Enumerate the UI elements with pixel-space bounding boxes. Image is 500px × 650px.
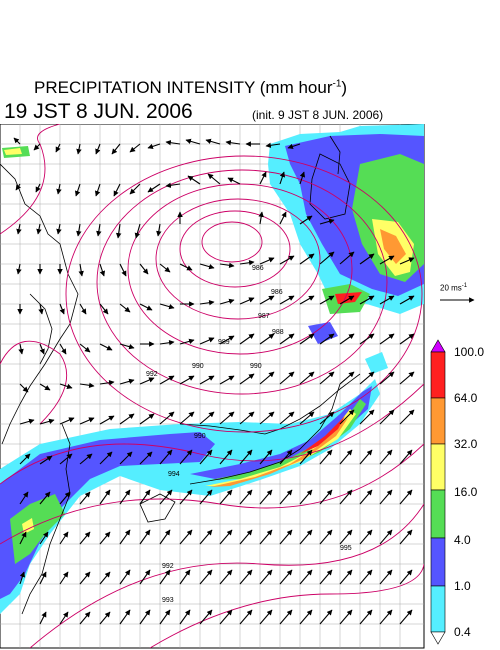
precip-patch-b — [365, 352, 388, 374]
coast-hokkaido — [309, 153, 351, 220]
isobar-label: 992 — [146, 371, 158, 378]
colorbar-label-100: 100.0 — [454, 345, 485, 359]
isobar-sw-1 — [0, 383, 424, 485]
precip-west-green — [18, 519, 42, 549]
isobar-label: 990 — [250, 363, 262, 370]
isobar-ring-6 — [65, 155, 423, 433]
isobar-nw-1 — [0, 124, 61, 235]
colorbar-arrow-top — [430, 339, 446, 353]
isobar-sw-3 — [29, 503, 424, 648]
precip-ne-orange — [380, 229, 406, 264]
isobar-label: 995 — [340, 545, 352, 552]
wind-reference-label: 20 ms-1 — [440, 283, 468, 293]
isobar-label: 993 — [162, 597, 174, 604]
isobar-ring-3 — [155, 198, 321, 320]
isobar-nw-2 — [0, 340, 68, 425]
coast-sakhalin — [329, 135, 341, 175]
colorbar-segment-100 — [430, 351, 446, 399]
isobar-ring-1 — [201, 221, 263, 263]
isobar-label: 990 — [192, 363, 204, 370]
isobars — [0, 124, 424, 648]
colorbar-segment-64 — [430, 397, 446, 445]
isobar-label: 994 — [168, 471, 180, 478]
colorbar — [430, 339, 446, 645]
isobar-label: 987 — [258, 313, 270, 320]
isobar-label: 990 — [194, 433, 206, 440]
colorbar-arrow-bottom — [430, 631, 446, 645]
isobar-label: 992 — [162, 563, 174, 570]
isobar-label: 988 — [272, 329, 284, 336]
valid-time: 19 JST 8 JUN. 2006 — [4, 100, 193, 123]
colorbar-label-32: 32.0 — [454, 437, 478, 451]
colorbar-label-0-4: 0.4 — [454, 625, 471, 639]
colorbar-segment-32 — [430, 443, 446, 491]
wind-vectors — [13, 137, 415, 625]
colorbar-segment-16 — [430, 489, 446, 539]
colorbar-label-1: 1.0 — [454, 579, 471, 593]
coast-korea — [21, 423, 71, 615]
precip-front-cyan — [0, 379, 380, 614]
colorbar-segment-1 — [430, 585, 446, 633]
isobar-sw-4 — [149, 563, 424, 648]
colorbar-label-4: 4.0 — [454, 533, 471, 547]
isobar-ring-2 — [179, 210, 291, 288]
isobar-label: 986 — [271, 289, 283, 296]
precip-patch-nw2 — [4, 148, 22, 155]
colorbar-segment-4 — [430, 537, 446, 587]
colorbar-label-64: 64.0 — [454, 391, 478, 405]
init-time: (init. 9 JST 8 JUN. 2006) — [252, 108, 384, 122]
isobar-label: 989 — [218, 339, 230, 346]
chart-title: PRECIPITATION INTENSITY (mm hour-1) — [34, 78, 348, 97]
colorbar-label-16: 16.0 — [454, 485, 478, 499]
isobar-ring-5 — [96, 169, 388, 395]
precip-front-blue — [0, 432, 215, 599]
precipitation-map: 986 986 987 988 989 990 990 992 990 994 … — [0, 124, 475, 649]
coast-kyushu — [139, 493, 176, 523]
isobar-label: 986 — [252, 265, 264, 272]
